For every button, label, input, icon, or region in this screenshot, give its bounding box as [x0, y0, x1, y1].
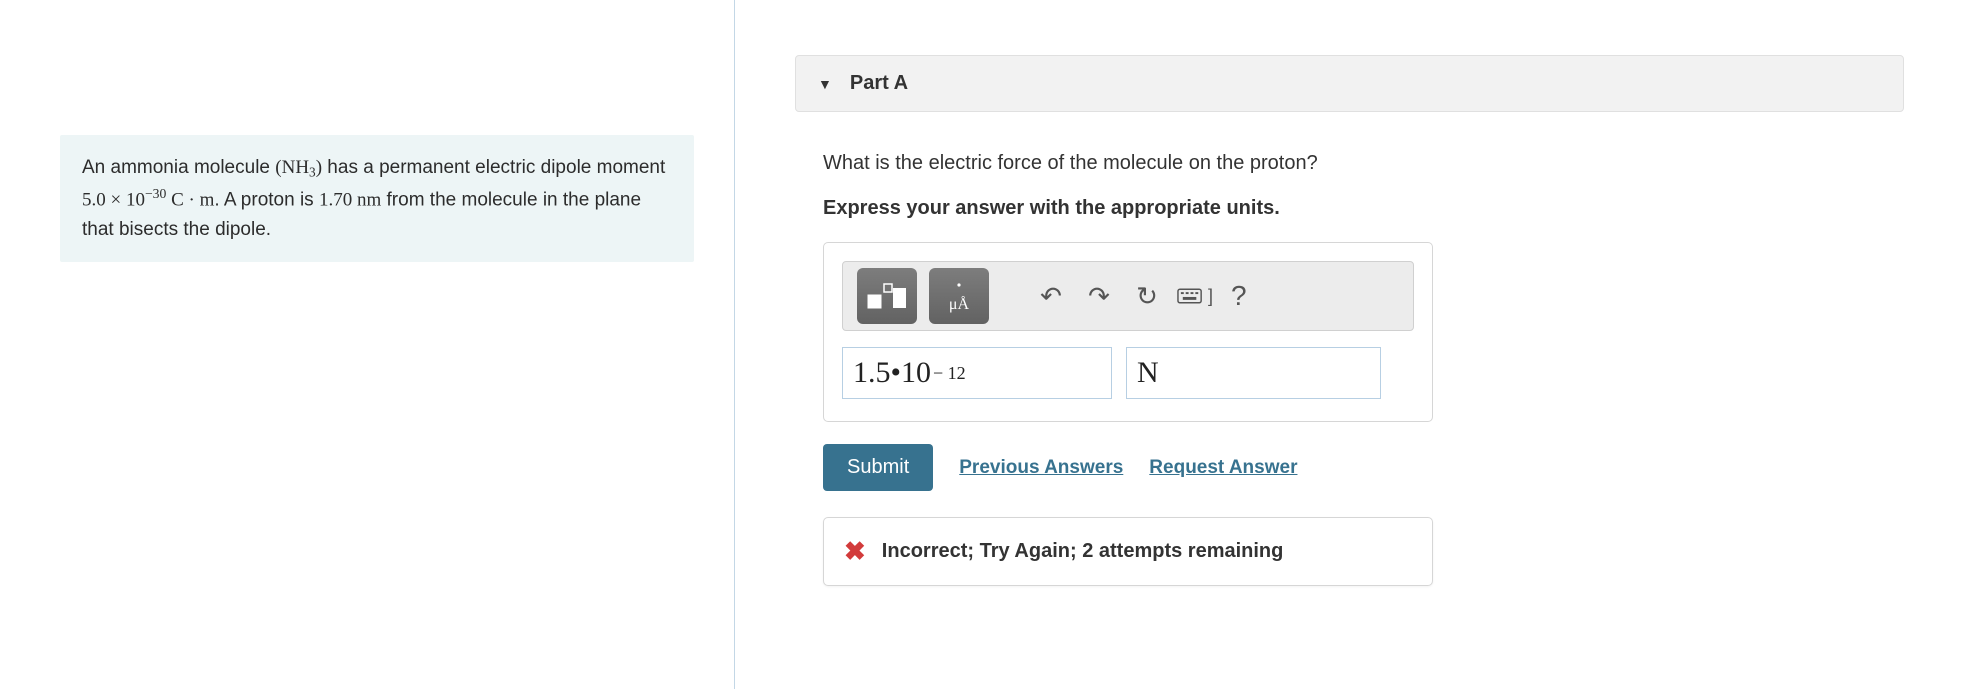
undo-icon[interactable]: ↶ — [1033, 281, 1069, 312]
answer-entry-box: μÅ ↶ ↷ ↻ ] ? 1.5 • 10− 12 N — [823, 242, 1433, 422]
feedback-box: ✖ Incorrect; Try Again; 2 attempts remai… — [823, 517, 1433, 586]
help-icon[interactable]: ? — [1231, 280, 1247, 312]
dipole-unit: C · m — [166, 189, 214, 210]
value-dot: • — [891, 356, 902, 390]
distance-val: 1.70 — [319, 189, 352, 210]
template-units-button[interactable]: μÅ — [929, 268, 989, 324]
value-coeff: 1.5 — [853, 356, 891, 390]
question-text: What is the electric force of the molecu… — [823, 152, 1904, 175]
answer-pane: ▼ Part A What is the electric force of t… — [735, 0, 1964, 689]
answer-inputs: 1.5 • 10− 12 N — [842, 347, 1414, 399]
problem-pane: An ammonia molecule (NH3) has a permanen… — [0, 0, 735, 689]
redo-icon[interactable]: ↷ — [1081, 281, 1117, 312]
formula-base: NH — [282, 157, 309, 178]
formula-sub: 3 — [309, 164, 316, 179]
template-value-units-button[interactable] — [857, 268, 917, 324]
instruction-text: Express your answer with the appropriate… — [823, 197, 1904, 220]
equation-toolbar: μÅ ↶ ↷ ↻ ] ? — [842, 261, 1414, 331]
request-answer-link[interactable]: Request Answer — [1149, 457, 1297, 479]
feedback-text: Incorrect; Try Again; 2 attempts remaini… — [882, 540, 1284, 563]
reset-icon[interactable]: ↻ — [1129, 281, 1165, 312]
problem-text: . A proton is — [214, 189, 319, 210]
dipole-exp: −30 — [145, 186, 166, 201]
part-body: What is the electric force of the molecu… — [795, 152, 1904, 586]
dipole-coeff: 5.0 — [82, 189, 106, 210]
svg-text:μÅ: μÅ — [949, 295, 970, 313]
part-header[interactable]: ▼ Part A — [795, 55, 1904, 112]
dipole-times: × — [106, 189, 126, 210]
submit-button[interactable]: Submit — [823, 444, 933, 491]
value-input[interactable]: 1.5 • 10− 12 — [842, 347, 1112, 399]
keyboard-icon[interactable]: ] — [1177, 286, 1213, 307]
collapse-icon[interactable]: ▼ — [818, 76, 832, 92]
problem-text: An ammonia molecule — [82, 157, 275, 178]
dipole-ten: 10 — [126, 189, 145, 210]
actions-row: Submit Previous Answers Request Answer — [823, 444, 1904, 491]
units-input[interactable]: N — [1126, 347, 1381, 399]
value-exp: − 12 — [933, 363, 966, 384]
problem-statement: An ammonia molecule (NH3) has a permanen… — [60, 135, 694, 262]
problem-text: has a permanent electric dipole moment — [322, 157, 665, 178]
units-value: N — [1137, 356, 1159, 390]
part-label: Part A — [850, 72, 908, 95]
distance-unit: nm — [352, 189, 381, 210]
previous-answers-link[interactable]: Previous Answers — [959, 457, 1123, 479]
incorrect-icon: ✖ — [844, 536, 866, 567]
value-ten: 10 — [901, 356, 931, 390]
